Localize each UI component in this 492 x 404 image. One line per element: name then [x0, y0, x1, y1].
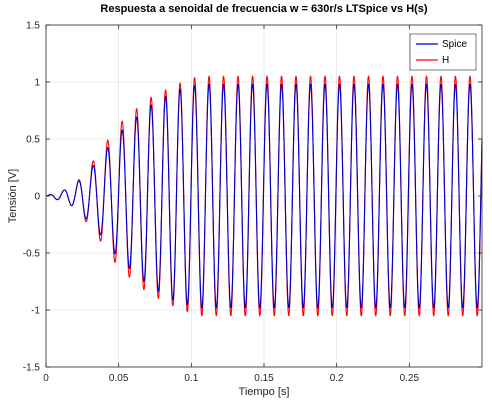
chart-title: Respuesta a senoidal de frecuencia w = 6… — [100, 3, 428, 15]
x-tick-label: 0.2 — [330, 373, 344, 384]
y-tick-label: -0.5 — [23, 249, 41, 260]
x-tick-label: 0 — [43, 373, 49, 384]
x-tick-label: 0.25 — [400, 373, 420, 384]
y-axis-label: Tensión [V] — [7, 169, 19, 223]
series-line-spice — [46, 83, 483, 309]
legend-label-spice: Spice — [442, 39, 467, 50]
y-tick-label: 0 — [34, 192, 40, 203]
x-tick-label: 0.1 — [184, 373, 198, 384]
legend: Spice H — [409, 33, 477, 71]
y-tick-label: 1.5 — [26, 21, 40, 32]
x-tick-label: 0.15 — [254, 373, 274, 384]
y-tick-label: 0.5 — [26, 135, 40, 146]
y-tick-label: -1.5 — [23, 363, 41, 374]
y-tick-label: -1 — [31, 306, 40, 317]
x-tick-label: 0.05 — [109, 373, 129, 384]
legend-label-h: H — [442, 55, 449, 66]
legend-box — [409, 33, 477, 71]
tick-labels: 0 0.05 0.1 0.15 0.2 0.25 -1.5 -1 -0.5 0 0.5 1 1.5 — [23, 21, 420, 385]
y-tick-label: 1 — [34, 78, 40, 89]
ticks — [45, 24, 482, 368]
x-axis-label: Tiempo [s] — [239, 386, 290, 398]
series-group — [46, 75, 483, 317]
